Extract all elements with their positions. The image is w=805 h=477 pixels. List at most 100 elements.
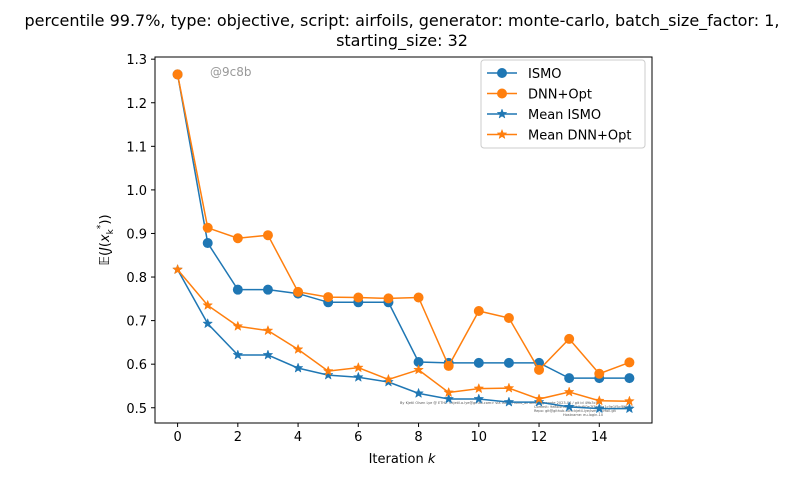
series-dnn-opt [172,69,635,379]
data-point [352,361,364,373]
data-point [232,284,243,295]
data-point [262,349,274,360]
x-tick-label: 14 [591,430,608,445]
legend-marker [497,68,507,78]
x-tick-label: 4 [294,430,302,445]
legend-marker [496,108,508,119]
data-point [322,365,334,376]
data-point [503,357,514,368]
data-point [353,292,364,303]
x-tick-label: 2 [234,430,242,445]
chart-title-line1: percentile 99.7%, type: objective, scrip… [25,11,780,31]
data-point [503,312,514,323]
data-point [473,393,485,404]
y-tick-label: 1.3 [126,53,147,68]
legend-label: Mean ISMO [528,108,601,123]
legend-label: ISMO [528,67,562,82]
footer-text-line: Hostname: eu-login-10 [563,413,603,417]
data-point [564,373,575,384]
data-point [503,396,515,407]
data-point [323,292,334,303]
data-point [293,286,304,297]
y-tick-label: 0.9 [126,227,147,242]
x-tick-label: 12 [531,430,548,445]
y-tick-label: 0.7 [126,315,147,330]
y-tick-label: 0.6 [126,358,147,373]
data-point [172,69,183,80]
legend-marker [496,128,508,140]
x-tick-label: 10 [471,430,488,445]
footer-text-line: By Kjetil Olsen Lye @ ETHZ <kjetil.o.lye… [400,401,602,405]
chart-title-line2: starting_size: 32 [336,31,468,51]
data-point [232,349,244,360]
y-tick-label: 1.0 [126,184,147,199]
data-point [443,386,455,398]
series-line [176,74,630,375]
legend-marker [497,88,507,99]
x-tick-label: 8 [414,430,422,445]
data-point [623,395,635,406]
data-point [413,292,424,303]
data-point [563,401,575,412]
legend-label: Mean DNN+Opt [528,129,632,144]
x-tick-label: 6 [354,430,362,445]
y-tick-label: 0.5 [126,402,147,417]
data-point [172,263,184,275]
data-point [202,238,213,249]
data-point [413,364,424,375]
data-point [593,402,605,414]
y-tick-label: 1.2 [126,97,147,112]
series-group [172,69,635,414]
legend-box [480,59,646,149]
data-point [443,393,455,404]
data-point [262,324,274,336]
data-point [534,364,545,375]
data-point [593,395,605,406]
data-point [443,360,454,371]
data-point [594,368,605,379]
data-point [262,230,273,241]
data-point [473,306,484,317]
data-point [352,371,364,382]
data-point [202,299,214,310]
y-axis-ticks: 0.5 0.6 0.7 0.8 0.9 1.0 1.1 1.2 1.3 [126,53,155,417]
data-point [383,293,394,304]
data-point [533,393,545,404]
y-axis-label: 𝔼(J(xk*)) [96,214,116,265]
data-point [564,333,575,344]
data-point [322,369,334,380]
series-line [177,269,630,402]
data-point [202,222,213,233]
y-tick-label: 1.1 [126,140,147,155]
y-tick-label: 0.8 [126,271,147,286]
data-point [292,343,304,354]
data-point [232,233,243,244]
x-axis-ticks: 0 2 4 6 8 10 12 14 [173,423,608,445]
data-point [292,362,304,373]
x-axis-label-k: k [428,452,436,467]
series-line [176,74,630,379]
series-line [176,269,630,410]
data-point [232,320,244,331]
footer-text-line: Repo: git@github.com:kjetil-lye/ismo_air… [534,409,617,413]
x-tick-label: 0 [173,430,181,445]
data-point [473,382,485,394]
data-point [623,402,635,414]
data-point [624,373,635,384]
watermark-text: @9c8b [210,65,251,79]
series-mean-dnn-opt [172,263,635,406]
data-point [413,387,424,398]
data-point [473,357,484,368]
legend: ISMO DNN+Opt Mean ISMO Mean DNN+Opt [480,59,646,149]
data-point [563,386,575,397]
series-mean-ismo [172,263,635,414]
data-point [624,357,635,368]
data-point [533,396,545,407]
data-point [503,382,515,393]
data-point [383,373,394,385]
data-point [202,317,214,329]
x-axis-label: Iteration k [369,452,436,467]
data-point [262,284,273,295]
plot-frame [154,56,653,424]
